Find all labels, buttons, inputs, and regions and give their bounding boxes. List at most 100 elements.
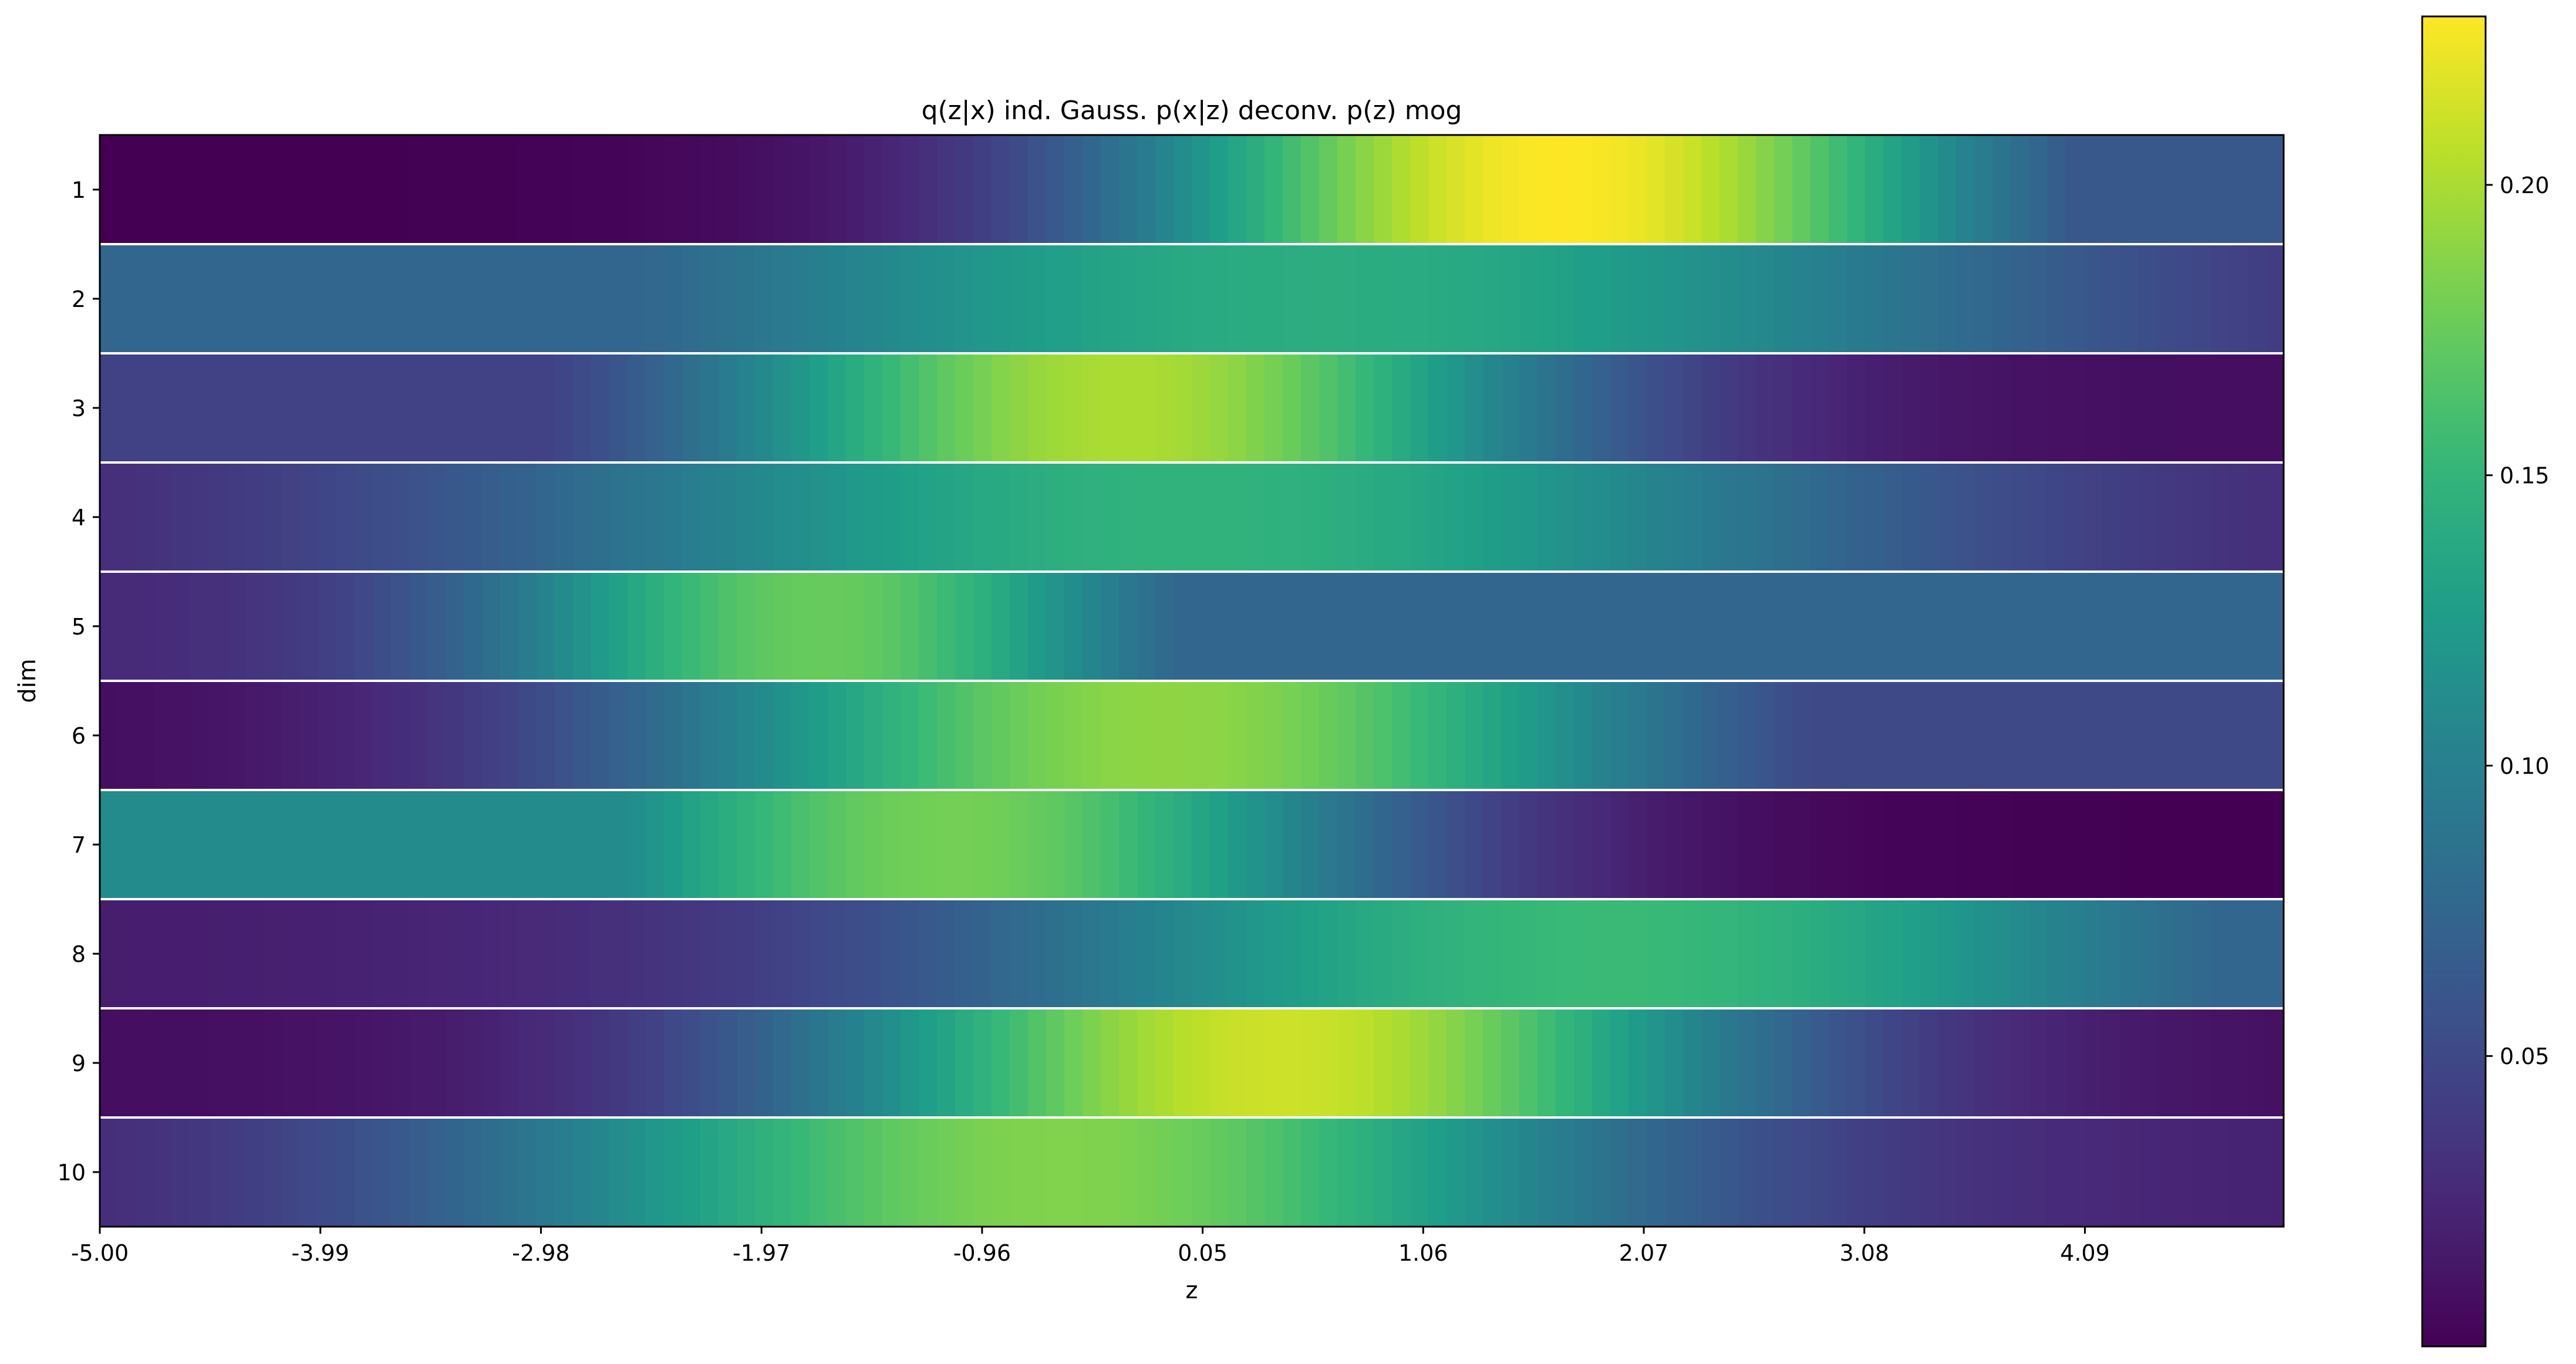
heatmap-cell	[427, 1117, 446, 1227]
heatmap-cell	[1392, 462, 1411, 572]
heatmap-cell	[2102, 572, 2120, 681]
heatmap-cell	[1701, 353, 1720, 462]
heatmap-cell	[427, 681, 446, 790]
heatmap-cell	[919, 681, 938, 790]
heatmap-cell	[755, 353, 774, 462]
heatmap-cell	[1319, 572, 1338, 681]
heatmap-cell	[318, 244, 337, 353]
heatmap-cell	[1792, 462, 1811, 572]
heatmap-cell	[1483, 353, 1502, 462]
heatmap-cell	[500, 572, 519, 681]
heatmap-cell	[2029, 572, 2048, 681]
heatmap-cell	[518, 135, 537, 244]
heatmap-cell	[1428, 135, 1447, 244]
heatmap-cell	[646, 790, 665, 899]
heatmap-cell	[1974, 244, 1993, 353]
heatmap-cell	[2011, 462, 2029, 572]
heatmap-cell	[2211, 1117, 2230, 1227]
heatmap-cell	[864, 681, 883, 790]
heatmap-cell	[2211, 572, 2230, 681]
heatmap-cell	[1865, 1117, 1884, 1227]
heatmap-cell	[1701, 572, 1720, 681]
heatmap-cell	[537, 681, 555, 790]
heatmap-cell	[1192, 353, 1211, 462]
heatmap-cell	[1883, 1117, 1902, 1227]
heatmap-cell	[1774, 353, 1793, 462]
heatmap-cell	[901, 681, 919, 790]
heatmap-cell	[2174, 899, 2193, 1008]
heatmap-cell	[118, 1008, 137, 1117]
heatmap-cell	[1883, 135, 1902, 244]
heatmap-cell	[1428, 790, 1447, 899]
colorbar-tick-label: 0.10	[2500, 753, 2550, 779]
heatmap-cell	[264, 681, 282, 790]
heatmap-cell	[1519, 1117, 1538, 1227]
heatmap-cell	[1046, 1008, 1065, 1117]
heatmap-cell	[209, 1008, 228, 1117]
heatmap-cell	[1683, 1008, 1702, 1117]
heatmap-cell	[1974, 462, 1993, 572]
heatmap-cell	[300, 244, 319, 353]
heatmap-cell	[1738, 1117, 1756, 1227]
heatmap-cell	[2120, 244, 2139, 353]
heatmap-cell	[2174, 353, 2193, 462]
heatmap-cell	[1610, 790, 1629, 899]
y-axis-ticks: 1 2 3 4 5 6 7 8 9 10	[58, 177, 100, 1186]
heatmap-cell	[300, 1117, 319, 1227]
heatmap-cell	[2029, 462, 2048, 572]
heatmap-cell	[700, 353, 719, 462]
heatmap-cell	[100, 899, 119, 1008]
heatmap-cell	[682, 790, 701, 899]
heatmap-cell	[901, 135, 919, 244]
heatmap-cell	[409, 135, 428, 244]
heatmap-cell	[1592, 353, 1611, 462]
heatmap-cell	[1210, 899, 1229, 1008]
heatmap-cell	[264, 790, 282, 899]
heatmap-cell	[628, 572, 646, 681]
heatmap-cell	[628, 1117, 646, 1227]
heatmap-cell	[2247, 1008, 2266, 1117]
heatmap-cell	[810, 135, 828, 244]
heatmap-cell	[700, 899, 719, 1008]
heatmap-cell	[1847, 1117, 1866, 1227]
heatmap-cell	[2156, 681, 2175, 790]
heatmap-cell	[1719, 462, 1738, 572]
heatmap-cell	[1974, 681, 1993, 790]
heatmap-cell	[336, 135, 355, 244]
heatmap-cell	[1265, 1008, 1283, 1117]
x-tick-label: 0.05	[1178, 1240, 1228, 1266]
heatmap-cell	[318, 899, 337, 1008]
heatmap-cell	[1610, 681, 1629, 790]
heatmap-cell	[2211, 899, 2230, 1008]
heatmap-cell	[1210, 135, 1229, 244]
heatmap-cell	[391, 681, 410, 790]
heatmap-cell	[2120, 353, 2139, 462]
heatmap-cell	[209, 462, 228, 572]
heatmap-cell	[1901, 1008, 1920, 1117]
heatmap-cell	[755, 1008, 774, 1117]
heatmap-cell	[1992, 681, 2011, 790]
heatmap-cell	[719, 462, 737, 572]
heatmap-cell	[955, 244, 974, 353]
heatmap-cell	[628, 462, 646, 572]
heatmap-cell	[2247, 790, 2266, 899]
heatmap-cell	[2065, 1117, 2084, 1227]
heatmap-cell	[1956, 790, 1975, 899]
heatmap-cell	[1501, 790, 1520, 899]
heatmap-cell	[1064, 572, 1083, 681]
heatmap-row-dim-6	[100, 681, 2284, 790]
heatmap-cell	[1592, 572, 1611, 681]
heatmap-cell	[136, 135, 155, 244]
heatmap-cell	[1174, 462, 1192, 572]
heatmap-cell	[227, 790, 246, 899]
heatmap-cell	[391, 790, 410, 899]
heatmap-cell	[2138, 681, 2157, 790]
heatmap-cell	[118, 572, 137, 681]
heatmap-cell	[1028, 244, 1047, 353]
heatmap-cell	[1192, 572, 1211, 681]
heatmap-cell	[1956, 1117, 1975, 1227]
heatmap-cell	[100, 790, 119, 899]
heatmap-cell	[2193, 899, 2211, 1008]
heatmap-cell	[1228, 899, 1247, 1008]
heatmap-cell	[1810, 790, 1829, 899]
